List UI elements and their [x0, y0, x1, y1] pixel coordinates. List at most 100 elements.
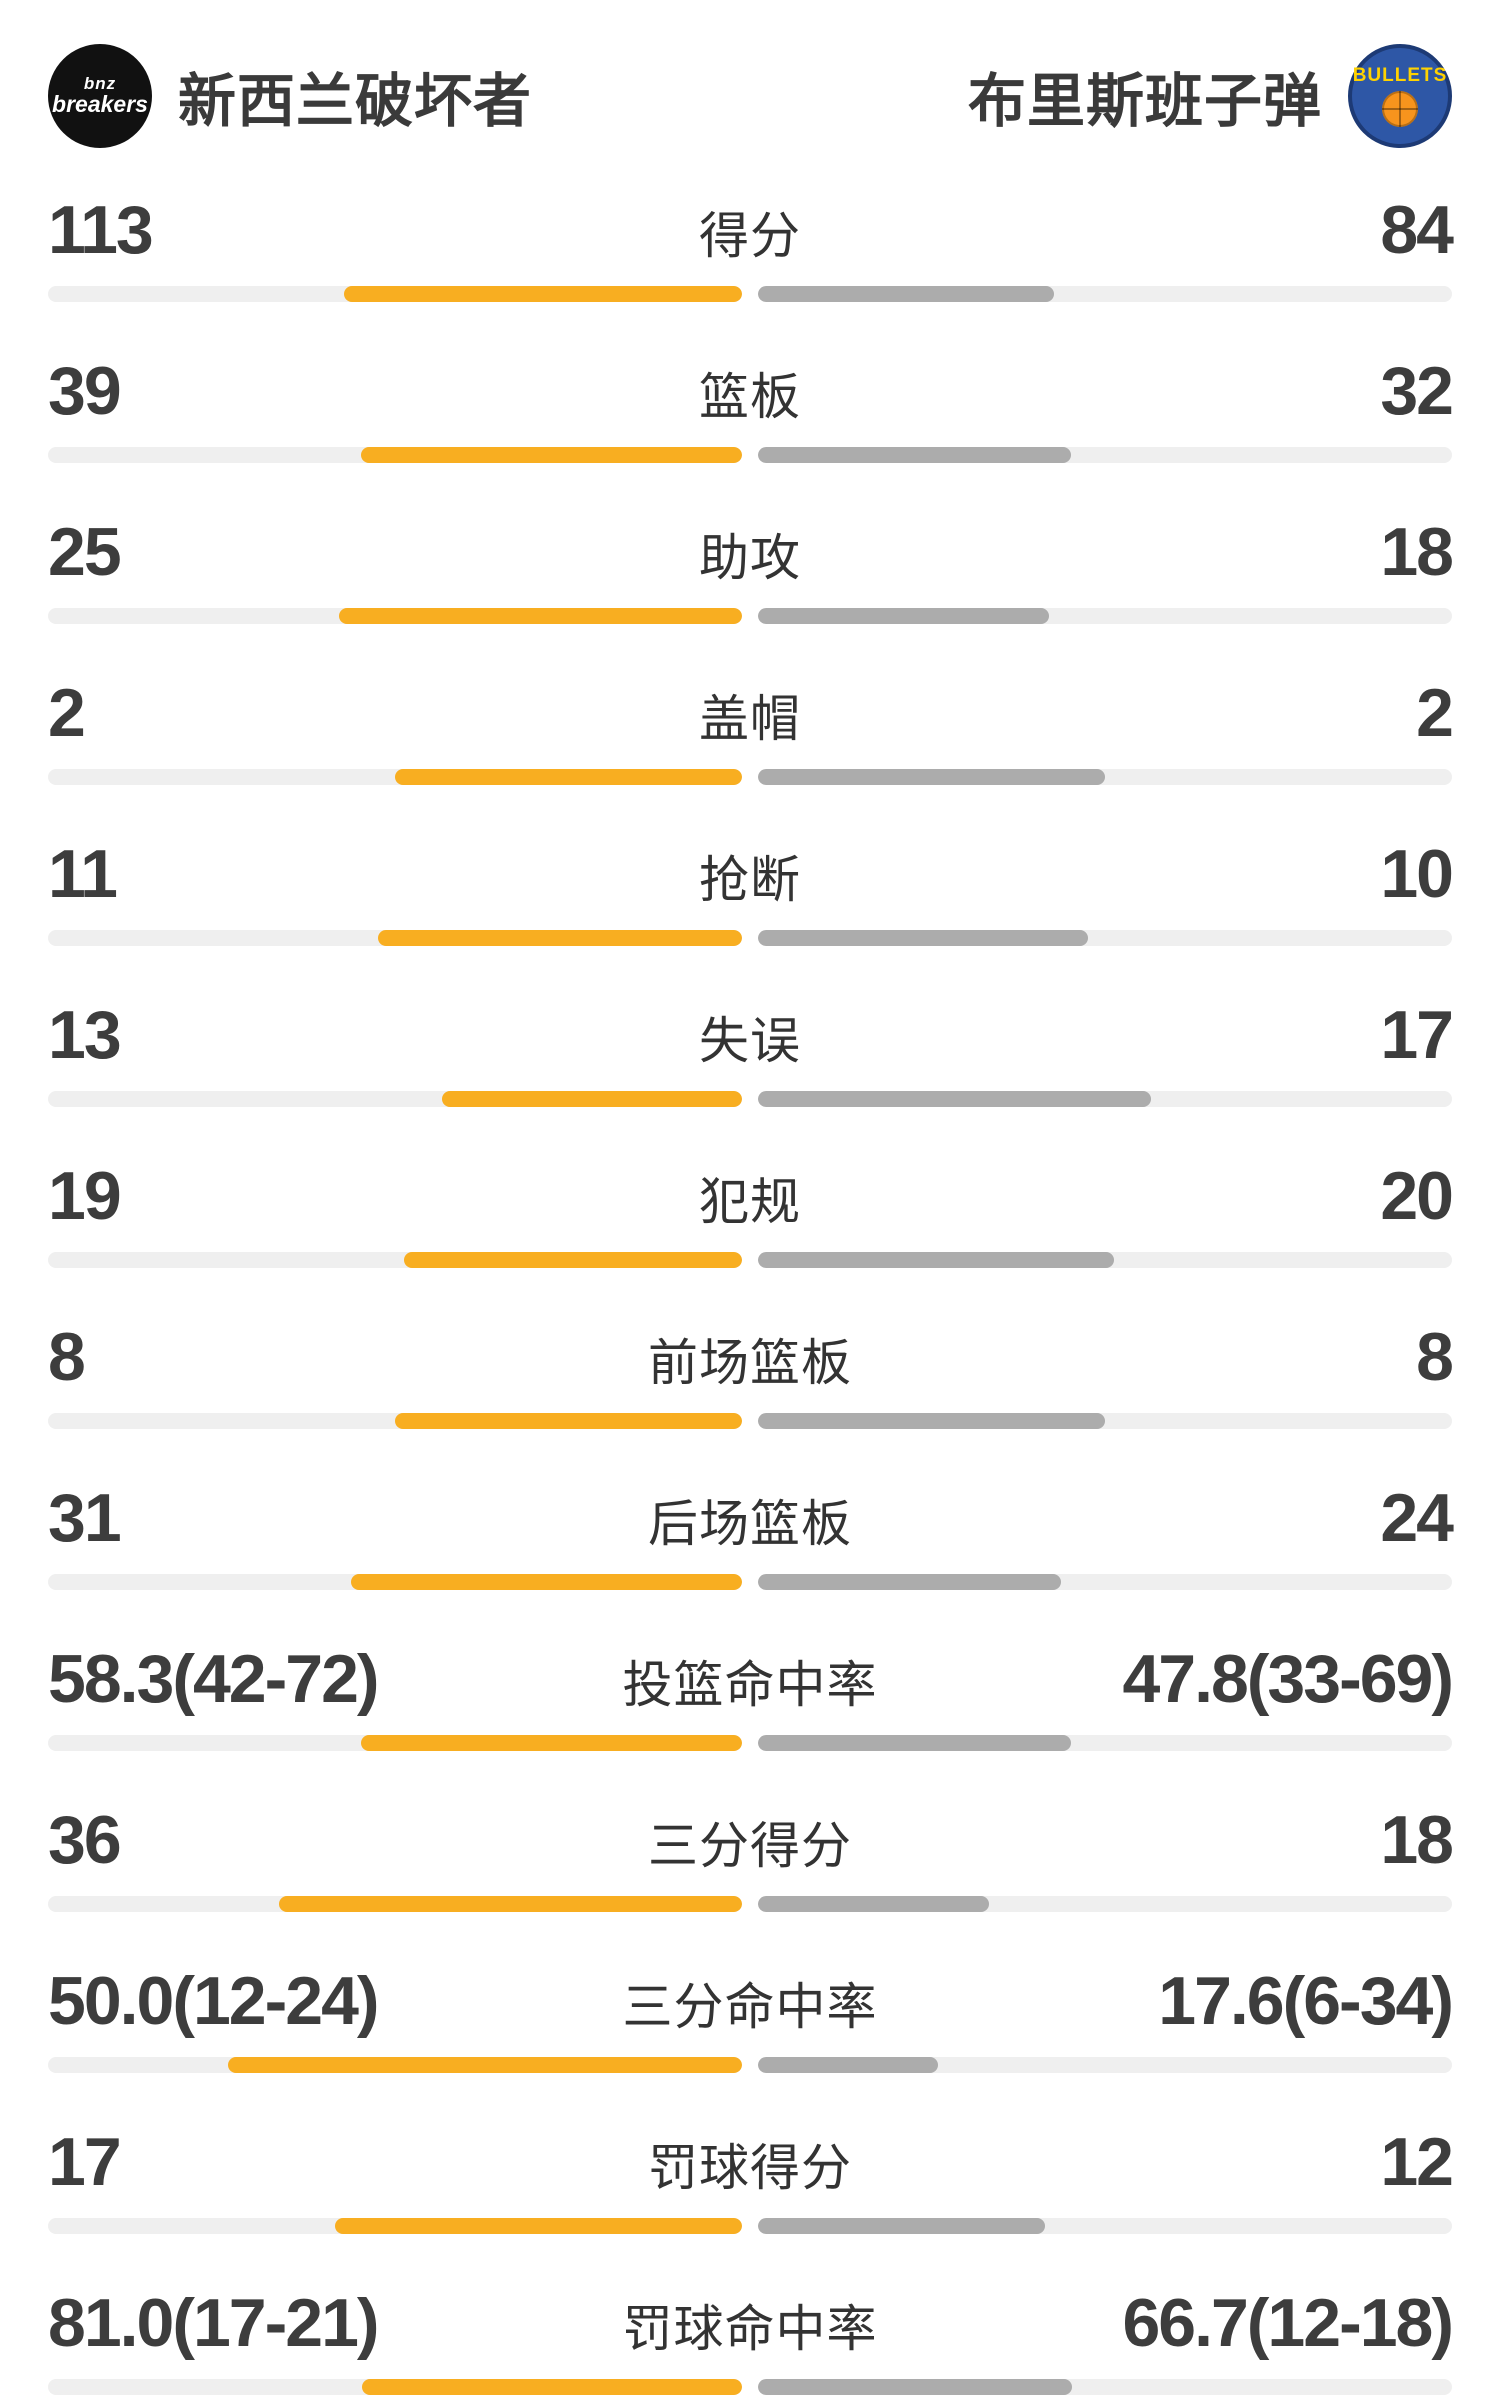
- stat-label: 篮板: [699, 369, 801, 425]
- stat-row: 19 犯规 20: [48, 1158, 1454, 1268]
- stat-bars: [48, 1413, 1452, 1429]
- home-value: 11: [48, 836, 118, 912]
- stat-label: 助攻: [699, 530, 801, 586]
- stat-row: 36 三分得分 18: [48, 1802, 1454, 1912]
- home-bar: [404, 1252, 742, 1268]
- stat-values: 25 助攻 18: [48, 514, 1454, 590]
- stat-values: 81.0(17-21) 罚球命中率 66.7(12-18): [48, 2285, 1454, 2361]
- stat-label: 失误: [699, 1013, 801, 1069]
- away-bar: [758, 1252, 1115, 1268]
- away-bar-track: [758, 1896, 1452, 1912]
- away-bar-track: [758, 286, 1452, 302]
- home-bar-track: [48, 1574, 742, 1590]
- stat-label: 投篮命中率: [622, 1657, 878, 1713]
- stat-row: 113 得分 84: [48, 192, 1454, 302]
- home-bar-track: [48, 2218, 742, 2234]
- away-bar-track: [758, 930, 1452, 946]
- breakers-logo: bnz breakers: [48, 44, 152, 148]
- home-value: 25: [48, 514, 122, 590]
- home-value: 17: [48, 2124, 122, 2200]
- stat-label: 犯规: [699, 1174, 801, 1230]
- bullets-logo: BULLETS: [1348, 44, 1452, 148]
- home-bar: [395, 769, 742, 785]
- stat-label: 盖帽: [699, 691, 801, 747]
- home-bar-track: [48, 1252, 742, 1268]
- home-bar: [361, 1735, 742, 1751]
- stat-label: 前场篮板: [648, 1335, 852, 1391]
- stat-row: 2 盖帽 2: [48, 679, 1454, 785]
- away-bar-track: [758, 1413, 1452, 1429]
- home-bar-track: [48, 608, 742, 624]
- away-bar-track: [758, 608, 1452, 624]
- home-value: 50.0(12-24): [48, 1963, 380, 2039]
- away-value: 20: [1380, 1158, 1454, 1234]
- away-value: 84: [1380, 192, 1454, 268]
- stat-values: 58.3(42-72) 投篮命中率 47.8(33-69): [48, 1641, 1454, 1717]
- stat-values: 36 三分得分 18: [48, 1802, 1454, 1878]
- team-away-name: 布里斯班子弹: [967, 69, 1322, 134]
- stat-values: 17 罚球得分 12: [48, 2124, 1454, 2200]
- stat-row: 17 罚球得分 12: [48, 2124, 1454, 2234]
- stat-values: 113 得分 84: [48, 192, 1454, 268]
- home-bar: [395, 1413, 742, 1429]
- stat-values: 13 失误 17: [48, 997, 1454, 1073]
- home-value: 36: [48, 1802, 122, 1878]
- home-value: 8: [48, 1319, 86, 1395]
- stat-row: 13 失误 17: [48, 997, 1454, 1107]
- away-bar-track: [758, 447, 1452, 463]
- away-bar: [758, 286, 1054, 302]
- home-bar: [335, 2218, 742, 2234]
- stat-label: 抢断: [699, 852, 801, 908]
- stat-label: 得分: [699, 208, 801, 264]
- home-value: 58.3(42-72): [48, 1641, 380, 1717]
- stat-values: 39 篮板 32: [48, 353, 1454, 429]
- home-bar-track: [48, 2057, 742, 2073]
- home-bar: [279, 1896, 742, 1912]
- away-value: 17.6(6-34): [1158, 1963, 1454, 2039]
- home-bar-track: [48, 2379, 742, 2395]
- stat-values: 19 犯规 20: [48, 1158, 1454, 1234]
- away-bar: [758, 2218, 1046, 2234]
- away-bar-track: [758, 2218, 1452, 2234]
- stat-bars: [48, 769, 1452, 785]
- away-bar-track: [758, 2379, 1452, 2395]
- away-value: 8: [1416, 1319, 1454, 1395]
- home-bar: [361, 2379, 742, 2395]
- stat-values: 31 后场篮板 24: [48, 1480, 1454, 1556]
- away-bar-track: [758, 1091, 1452, 1107]
- away-value: 10: [1380, 836, 1454, 912]
- breakers-logo-wordmark: breakers: [52, 90, 148, 117]
- stat-bars: [48, 2379, 1452, 2395]
- away-bar-track: [758, 1574, 1452, 1590]
- stat-bars: [48, 1091, 1452, 1107]
- stat-bars: [48, 1252, 1452, 1268]
- stat-bars: [48, 447, 1452, 463]
- away-bar: [758, 608, 1049, 624]
- home-value: 13: [48, 997, 122, 1073]
- away-value: 47.8(33-69): [1122, 1641, 1454, 1717]
- home-bar: [441, 1091, 742, 1107]
- home-bar-track: [48, 1091, 742, 1107]
- stat-label: 罚球命中率: [622, 2301, 878, 2357]
- away-bar: [758, 1413, 1105, 1429]
- stat-bars: [48, 608, 1452, 624]
- stat-row: 39 篮板 32: [48, 353, 1454, 463]
- stat-row: 8 前场篮板 8: [48, 1319, 1454, 1429]
- home-bar-track: [48, 930, 742, 946]
- stat-bars: [48, 1574, 1452, 1590]
- home-value: 39: [48, 353, 122, 429]
- stat-row: 50.0(12-24) 三分命中率 17.6(6-34): [48, 1963, 1454, 2073]
- stat-label: 三分得分: [648, 1818, 852, 1874]
- home-value: 81.0(17-21): [48, 2285, 380, 2361]
- away-bar: [758, 1574, 1061, 1590]
- away-value: 18: [1380, 1802, 1454, 1878]
- away-value: 32: [1380, 353, 1454, 429]
- stat-values: 11 抢断 10: [48, 836, 1454, 912]
- home-value: 31: [48, 1480, 122, 1556]
- team-home: bnz breakers 新西兰破坏者: [48, 44, 532, 148]
- stat-bars: [48, 1735, 1452, 1751]
- home-bar: [361, 447, 742, 463]
- stat-row: 11 抢断 10: [48, 836, 1454, 946]
- stat-label: 后场篮板: [648, 1496, 852, 1552]
